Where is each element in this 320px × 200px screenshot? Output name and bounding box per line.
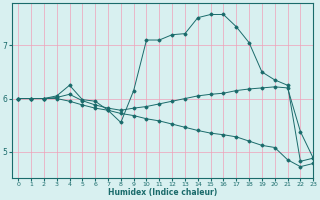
X-axis label: Humidex (Indice chaleur): Humidex (Indice chaleur)	[108, 188, 217, 197]
